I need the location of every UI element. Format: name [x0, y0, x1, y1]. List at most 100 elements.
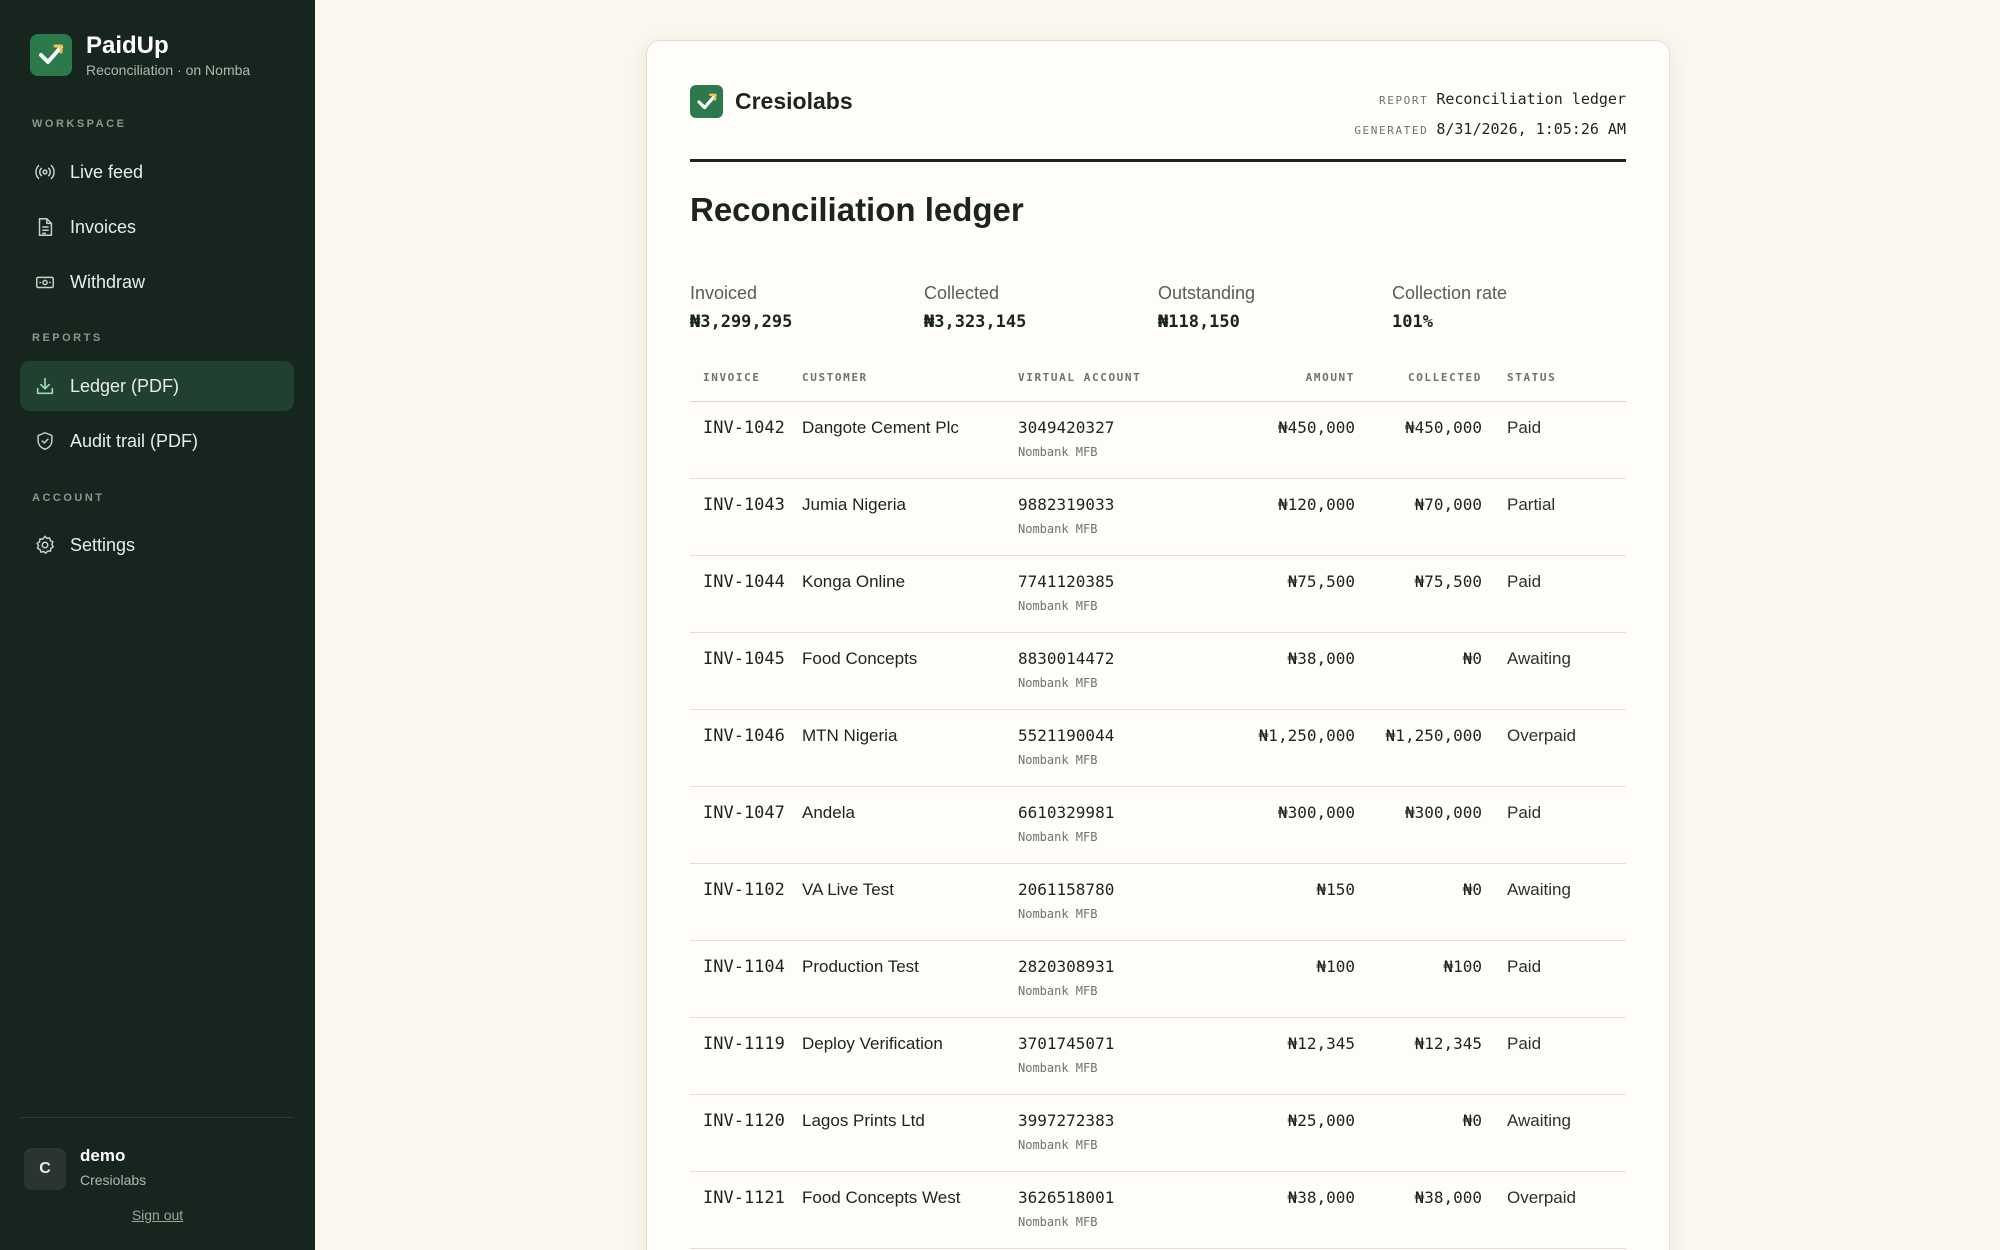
virtual-account-number: 2061158780 [1018, 880, 1115, 899]
customer-name: Konga Online [802, 572, 906, 591]
sidebar-item-label: Ledger (PDF) [70, 375, 180, 396]
invoice-number: INV-1104 [703, 957, 785, 977]
sidebar-item-label: Live feed [70, 161, 144, 182]
sidebar-divider [20, 1117, 294, 1118]
bank-name: Nombank MFB [1018, 445, 1098, 459]
invoice-number: INV-1042 [703, 418, 785, 438]
bank-name: Nombank MFB [1018, 599, 1098, 613]
collected-value: ₦75,500 [1414, 572, 1482, 591]
sidebar-item-label: Audit trail (PDF) [70, 430, 199, 451]
column-header-status[interactable]: STATUS [1507, 371, 1557, 384]
shield-check-icon [34, 430, 56, 452]
collected-value: ₦0 [1462, 1111, 1482, 1130]
column-header-virtual-account[interactable]: VIRTUAL ACCOUNT [1018, 371, 1142, 384]
sidebar-item-live-feed[interactable]: Live feed [20, 147, 294, 197]
bank-name: Nombank MFB [1018, 753, 1098, 767]
meta-report-value: Reconciliation ledger [1436, 90, 1626, 108]
bank-name: Nombank MFB [1018, 830, 1098, 844]
collected-value: ₦12,345 [1414, 1034, 1482, 1053]
column-header-amount[interactable]: AMOUNT [1305, 371, 1355, 384]
virtual-account-number: 6610329981 [1018, 803, 1115, 822]
sign-out-link[interactable]: Sign out [131, 1207, 184, 1223]
customer-name: Food Concepts West [802, 1188, 961, 1207]
customer-name: Deploy Verification [802, 1034, 943, 1053]
table-row[interactable]: INV-1119 Deploy Verification 3701745071 Nom… [690, 1018, 1626, 1095]
broadcast-icon [34, 161, 56, 183]
amount-value: ₦75,500 [1287, 572, 1355, 591]
document-icon [34, 216, 56, 238]
avatar: C [24, 1148, 66, 1190]
stat-value: ₦3,323,145 [924, 312, 1027, 332]
sidebar: PaidUp Reconciliation · on Nomba WORKSPA… [0, 0, 315, 1250]
meta-generated-key: GENERATED [1354, 124, 1429, 137]
stat-value: ₦3,299,295 [690, 312, 793, 332]
user-profile[interactable]: C demo Cresiolabs [24, 1146, 146, 1190]
status-label: Paid [1507, 572, 1542, 591]
amount-value: ₦100 [1316, 957, 1355, 976]
bank-name: Nombank MFB [1018, 984, 1098, 998]
virtual-account-number: 7741120385 [1018, 572, 1115, 591]
ledger-report: Cresiolabs REPORT Reconciliation ledger G… [646, 40, 1670, 1250]
sidebar-item-withdraw[interactable]: Withdraw [20, 257, 294, 307]
sidebar-item-audit-trail-pdf[interactable]: Audit trail (PDF) [20, 416, 294, 466]
amount-value: ₦120,000 [1277, 495, 1355, 514]
status-label: Partial [1507, 495, 1556, 514]
column-header-collected[interactable]: COLLECTED [1407, 371, 1482, 384]
collected-value: ₦0 [1462, 880, 1482, 899]
user-name: demo [80, 1146, 126, 1165]
bank-name: Nombank MFB [1018, 1138, 1098, 1152]
table-row[interactable]: INV-1121 Food Concepts West 3626518001 Nomb… [690, 1172, 1626, 1249]
table-row[interactable]: INV-1043 Jumia Nigeria 9882319033 Nombank M… [690, 479, 1626, 556]
invoice-number: INV-1045 [703, 649, 785, 669]
table-row[interactable]: INV-1047 Andela 6610329981 Nombank MFB ₦300,… [690, 787, 1626, 864]
sidebar-item-invoices[interactable]: Invoices [20, 202, 294, 252]
table-row[interactable]: INV-1042 Dangote Cement Plc 3049420327 Nomb… [690, 402, 1626, 479]
meta-generated-value: 8/31/2026, 1:05:26 AM [1436, 120, 1626, 138]
download-icon [34, 375, 56, 397]
invoice-number: INV-1047 [703, 803, 785, 823]
bank-name: Nombank MFB [1018, 1061, 1098, 1075]
stat-label: Outstanding [1158, 283, 1256, 303]
stat-collection-rate: Collection rate 101% [1392, 283, 1626, 332]
customer-name: Andela [802, 803, 855, 822]
section-label-workspace: WORKSPACE [32, 118, 127, 130]
company-header: Cresiolabs [690, 85, 853, 118]
table-row[interactable]: INV-1046 MTN Nigeria 5521190044 Nombank MFB… [690, 710, 1626, 787]
invoice-number: INV-1046 [703, 726, 785, 746]
brand-name: PaidUp [86, 32, 169, 59]
table-body: INV-1042 Dangote Cement Plc 3049420327 Nomb… [690, 402, 1626, 1249]
stat-label: Invoiced [690, 283, 758, 303]
table-header: INVOICE CUSTOMER VIRTUAL ACCOUNT AMOUNT … [690, 371, 1626, 402]
brand-subtitle: Reconciliation · on Nomba [86, 62, 251, 78]
table-row[interactable]: INV-1104 Production Test 2820308931 Nombank… [690, 941, 1626, 1018]
sidebar-item-ledger-pdf[interactable]: Ledger (PDF) [20, 361, 294, 411]
table-row[interactable]: INV-1120 Lagos Prints Ltd 3997272383 Nomban… [690, 1095, 1626, 1172]
customer-name: Jumia Nigeria [802, 495, 906, 514]
column-header-invoice[interactable]: INVOICE [703, 371, 761, 384]
sidebar-item-settings[interactable]: Settings [20, 520, 294, 570]
status-label: Paid [1507, 418, 1542, 437]
table-row[interactable]: INV-1045 Food Concepts 8830014472 Nombank M… [690, 633, 1626, 710]
column-header-customer[interactable]: CUSTOMER [802, 371, 868, 384]
invoice-number: INV-1102 [703, 880, 785, 900]
section-label-reports: REPORTS [32, 332, 103, 344]
virtual-account-number: 2820308931 [1018, 957, 1115, 976]
sidebar-item-label: Invoices [70, 216, 137, 237]
stat-value: ₦118,150 [1158, 312, 1240, 332]
table-row[interactable]: INV-1044 Konga Online 7741120385 Nombank MF… [690, 556, 1626, 633]
stat-collected: Collected ₦3,323,145 [924, 283, 1158, 332]
meta-report-key: REPORT [1379, 94, 1429, 107]
banknote-icon [34, 271, 56, 293]
paidup-logo-icon [30, 34, 72, 76]
status-label: Paid [1507, 957, 1542, 976]
customer-name: Dangote Cement Plc [802, 418, 959, 437]
collected-value: ₦0 [1462, 649, 1482, 668]
amount-value: ₦300,000 [1277, 803, 1355, 822]
collected-value: ₦300,000 [1404, 803, 1482, 822]
virtual-account-number: 9882319033 [1018, 495, 1115, 514]
section-label-account: ACCOUNT [32, 492, 105, 504]
brand[interactable]: PaidUp Reconciliation · on Nomba [30, 32, 250, 78]
company-name: Cresiolabs [735, 88, 853, 114]
table-row[interactable]: INV-1102 VA Live Test 2061158780 Nombank MF… [690, 864, 1626, 941]
bank-name: Nombank MFB [1018, 1215, 1098, 1229]
